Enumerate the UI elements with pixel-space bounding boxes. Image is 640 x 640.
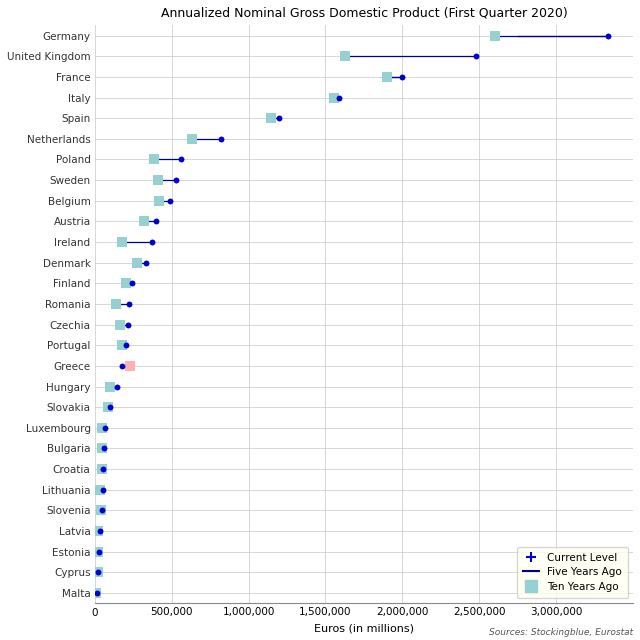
Point [151, 216, 161, 227]
Point [116, 340, 127, 350]
Point [99, 444, 109, 454]
Point [98, 484, 108, 495]
Point [165, 196, 175, 206]
Point [274, 113, 284, 124]
Point [329, 92, 339, 102]
Point [97, 506, 107, 516]
Point [125, 361, 135, 371]
Point [121, 340, 131, 350]
Point [397, 72, 408, 82]
Point [471, 51, 481, 61]
Point [176, 154, 186, 164]
Point [98, 464, 108, 474]
Point [100, 423, 110, 433]
Point [153, 175, 163, 185]
Point [149, 154, 159, 164]
Legend: Current Level, Five Years Ago, Ten Years Ago: Current Level, Five Years Ago, Ten Years… [516, 547, 628, 598]
Point [92, 588, 102, 598]
Point [139, 216, 149, 227]
Point [97, 423, 107, 433]
Point [490, 31, 500, 41]
Point [111, 299, 122, 309]
Point [147, 237, 157, 247]
Point [132, 257, 142, 268]
Point [95, 526, 105, 536]
Point [91, 588, 101, 598]
Point [93, 567, 103, 577]
Point [266, 113, 276, 124]
Point [113, 381, 123, 392]
X-axis label: Euros (in millions): Euros (in millions) [314, 623, 414, 633]
Point [334, 92, 344, 102]
Point [382, 72, 392, 82]
Point [604, 31, 614, 41]
Point [97, 464, 108, 474]
Point [97, 444, 107, 454]
Point [123, 319, 133, 330]
Point [116, 361, 127, 371]
Point [103, 402, 113, 412]
Point [95, 506, 106, 516]
Point [124, 299, 134, 309]
Point [116, 237, 127, 247]
Point [92, 547, 102, 557]
Point [92, 567, 102, 577]
Point [216, 134, 226, 144]
Point [93, 526, 104, 536]
Point [115, 319, 125, 330]
Point [340, 51, 351, 61]
Point [154, 196, 164, 206]
Point [121, 278, 131, 289]
Point [95, 484, 106, 495]
Point [141, 257, 152, 268]
Point [104, 402, 115, 412]
Title: Annualized Nominal Gross Domestic Product (First Quarter 2020): Annualized Nominal Gross Domestic Produc… [161, 7, 567, 20]
Point [186, 134, 196, 144]
Point [127, 278, 137, 289]
Text: Sources: Stockingblue, Eurostat: Sources: Stockingblue, Eurostat [490, 628, 634, 637]
Point [106, 381, 116, 392]
Point [94, 547, 104, 557]
Point [171, 175, 181, 185]
